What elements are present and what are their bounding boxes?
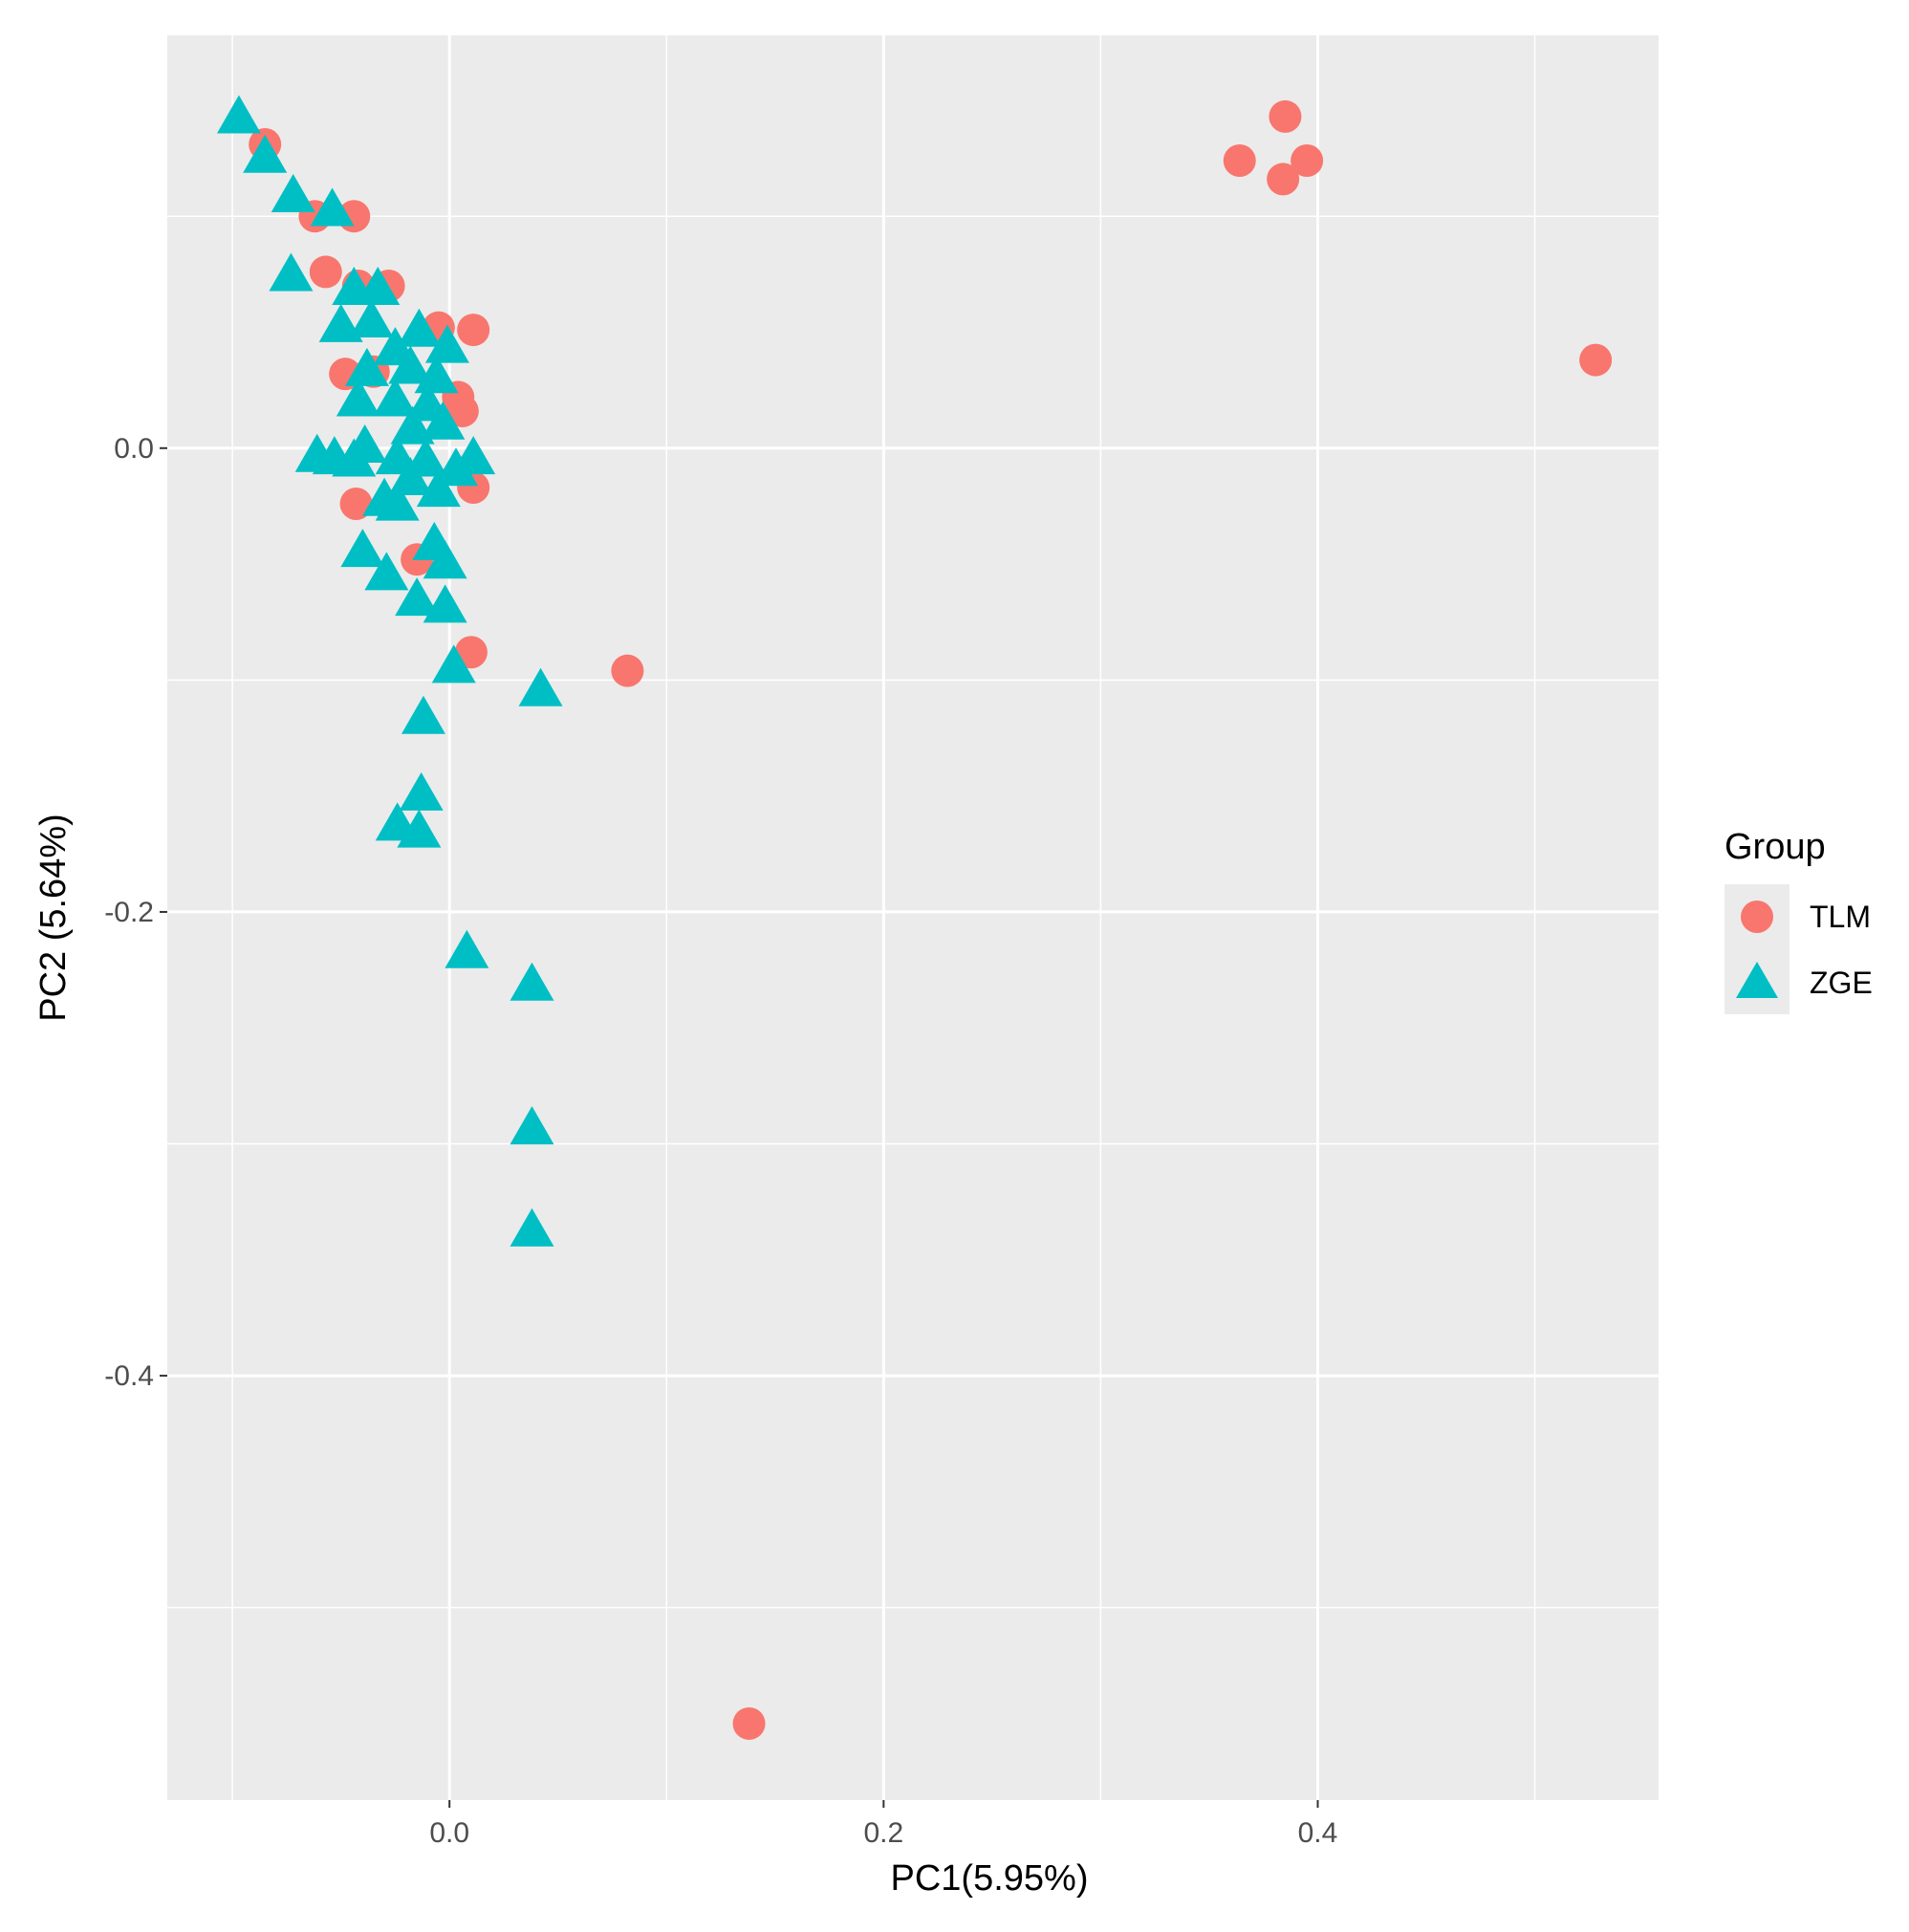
point-zge (269, 252, 314, 292)
point-zge (510, 1106, 554, 1145)
point-tlm (1269, 99, 1302, 133)
legend-label-tlm: TLM (1810, 900, 1871, 934)
point-zge (344, 347, 389, 386)
x-tick-label: 0.0 (429, 1817, 469, 1849)
point-zge (375, 482, 420, 521)
point-zge (423, 584, 467, 623)
point-tlm (445, 394, 479, 427)
point-zge (390, 405, 435, 445)
point-zge (395, 577, 440, 617)
y-axis-title: PC2 (5.64%) (33, 814, 74, 1022)
point-zge (340, 529, 385, 568)
point-tlm (1291, 143, 1324, 177)
point-zge (399, 771, 444, 811)
legend-marker-tlm (1741, 901, 1773, 933)
point-tlm (611, 654, 644, 687)
point-zge (388, 345, 433, 384)
y-tick-label: 0.0 (114, 433, 154, 465)
legend-marker-zge (1736, 962, 1778, 998)
point-zge (356, 267, 401, 306)
point-zge (310, 187, 355, 227)
point-zge (421, 401, 466, 440)
point-tlm (1267, 163, 1300, 196)
point-zge (243, 134, 288, 173)
point-zge (342, 423, 387, 463)
point-zge (388, 456, 433, 495)
legend-label-zge: ZGE (1810, 966, 1873, 1000)
point-tlm (454, 636, 488, 669)
point-zge (318, 303, 363, 342)
point-zge (518, 667, 563, 706)
point-zge (510, 962, 554, 1001)
x-tick-label: 0.2 (863, 1817, 903, 1849)
point-zge (336, 378, 380, 417)
point-zge (364, 552, 409, 591)
point-zge (445, 929, 489, 968)
tick-labels: 0.0 0.2 0.4 0.0 -0.2 -0.4 (104, 433, 1337, 1849)
point-zge (510, 1207, 554, 1247)
point-zge (349, 298, 394, 337)
x-tick-label: 0.4 (1298, 1817, 1338, 1849)
point-tlm (457, 314, 490, 347)
legend-title: Group (1725, 827, 1826, 867)
point-zge (424, 324, 469, 363)
point-zge (397, 809, 442, 848)
point-zge (271, 174, 315, 213)
point-zge (397, 308, 442, 347)
legend: Group TLM ZGE (1725, 827, 1873, 1014)
tick-marks (160, 446, 1319, 1808)
point-zge (414, 355, 459, 394)
point-zge (401, 695, 445, 734)
point-tlm (1579, 343, 1613, 377)
point-zge (451, 436, 496, 475)
x-axis-title: PC1(5.95%) (891, 1858, 1089, 1899)
point-zge (373, 378, 418, 417)
data-points (216, 95, 1613, 1740)
point-zge (216, 95, 261, 134)
point-tlm (732, 1706, 766, 1740)
y-tick-label: -0.4 (104, 1360, 154, 1392)
point-tlm (309, 255, 342, 289)
point-zge (416, 468, 461, 508)
point-zge (431, 644, 476, 684)
point-zge (423, 540, 467, 579)
y-tick-label: -0.2 (104, 897, 154, 928)
point-tlm (1223, 143, 1256, 177)
point-tlm (339, 488, 373, 521)
